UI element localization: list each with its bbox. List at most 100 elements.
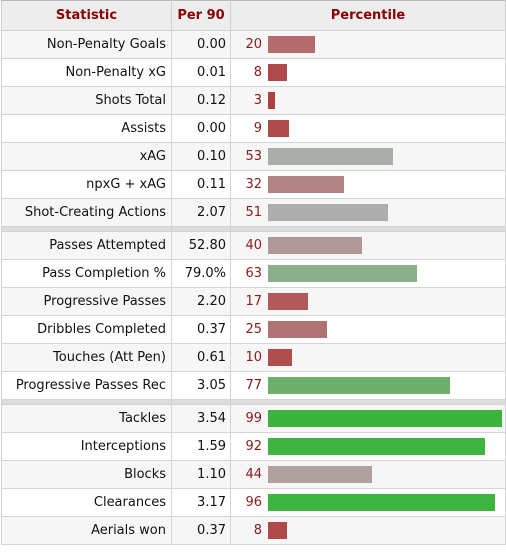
percentile-wrap: 8 (231, 59, 505, 86)
table-row: npxG + xAG 0.11 32 (1, 170, 506, 199)
table-row: Progressive Passes Rec 3.05 77 (1, 371, 506, 400)
per90-value: 3.05 (171, 371, 231, 400)
per90-value: 79.0% (171, 259, 231, 288)
percentile-cell: 8 (230, 516, 506, 545)
percentile-bar (268, 120, 289, 137)
percentile-value: 3 (253, 93, 262, 108)
stat-name: Shots Total (1, 86, 172, 115)
stat-name: Dribbles Completed (1, 315, 172, 344)
stat-name: Aerials won (1, 516, 172, 545)
percentile-cell: 17 (230, 287, 506, 316)
percentile-cell: 10 (230, 343, 506, 372)
stat-name: Interceptions (1, 432, 172, 461)
table-row: Assists 0.00 9 (1, 114, 506, 143)
per90-value: 0.37 (171, 516, 231, 545)
stat-name: Assists (1, 114, 172, 143)
percentile-value: 77 (245, 378, 262, 393)
percentile-bar (268, 64, 287, 81)
percentile-value: 10 (245, 350, 262, 365)
per90-value: 2.20 (171, 287, 231, 316)
stat-name: Shot-Creating Actions (1, 198, 172, 227)
stat-name: Progressive Passes (1, 287, 172, 316)
stat-name: Non-Penalty xG (1, 58, 172, 87)
percentile-cell: 96 (230, 488, 506, 517)
header-row: Statistic Per 90 Percentile (1, 0, 506, 31)
per90-value: 1.59 (171, 432, 231, 461)
stat-name: Clearances (1, 488, 172, 517)
percentile-value: 8 (253, 523, 262, 538)
percentile-wrap: 10 (231, 344, 505, 371)
table-row: Non-Penalty xG 0.01 8 (1, 58, 506, 87)
percentile-bar (268, 204, 388, 221)
table-row: Dribbles Completed 0.37 25 (1, 315, 506, 344)
percentile-cell: 25 (230, 315, 506, 344)
table-row: Touches (Att Pen) 0.61 10 (1, 343, 506, 372)
percentile-bar (268, 237, 362, 254)
per90-value: 0.37 (171, 315, 231, 344)
percentile-bar (268, 494, 495, 511)
percentile-cell: 20 (230, 30, 506, 59)
percentile-value: 99 (245, 411, 262, 426)
percentile-wrap: 96 (231, 489, 505, 516)
percentile-bar (268, 293, 308, 310)
stat-name: Pass Completion % (1, 259, 172, 288)
percentile-wrap: 3 (231, 87, 505, 114)
table-row: xAG 0.10 53 (1, 142, 506, 171)
percentile-wrap: 92 (231, 433, 505, 460)
percentile-value: 53 (245, 149, 262, 164)
percentile-value: 96 (245, 495, 262, 510)
per90-value: 0.61 (171, 343, 231, 372)
stat-name: npxG + xAG (1, 170, 172, 199)
percentile-cell: 40 (230, 231, 506, 260)
percentile-bar (268, 466, 372, 483)
per90-value: 0.11 (171, 170, 231, 199)
percentile-cell: 77 (230, 371, 506, 400)
percentile-cell: 51 (230, 198, 506, 227)
stat-name: Non-Penalty Goals (1, 30, 172, 59)
table-row: Progressive Passes 2.20 17 (1, 287, 506, 316)
stat-name: Tackles (1, 404, 172, 433)
percentile-value: 17 (245, 294, 262, 309)
percentile-value: 9 (253, 121, 262, 136)
percentile-bar (268, 410, 502, 427)
stat-name: Passes Attempted (1, 231, 172, 260)
per90-value: 0.10 (171, 142, 231, 171)
per90-value: 0.00 (171, 114, 231, 143)
per90-value: 0.12 (171, 86, 231, 115)
per90-value: 3.54 (171, 404, 231, 433)
per90-value: 1.10 (171, 460, 231, 489)
percentile-bar (268, 522, 287, 539)
header-percentile[interactable]: Percentile (230, 0, 506, 31)
table-row: Aerials won 0.37 8 (1, 516, 506, 545)
per90-value: 3.17 (171, 488, 231, 517)
percentile-wrap: 44 (231, 461, 505, 488)
percentile-value: 51 (245, 205, 262, 220)
percentile-wrap: 63 (231, 260, 505, 287)
table-row: Interceptions 1.59 92 (1, 432, 506, 461)
percentile-cell: 63 (230, 259, 506, 288)
percentile-value: 44 (245, 467, 262, 482)
header-per90[interactable]: Per 90 (171, 0, 231, 31)
stat-name: Touches (Att Pen) (1, 343, 172, 372)
percentile-bar (268, 265, 417, 282)
percentile-wrap: 25 (231, 316, 505, 343)
per90-value: 2.07 (171, 198, 231, 227)
percentile-bar (268, 349, 292, 366)
table-row: Pass Completion % 79.0% 63 (1, 259, 506, 288)
percentile-value: 40 (245, 238, 262, 253)
percentile-bar (268, 36, 315, 53)
percentile-cell: 9 (230, 114, 506, 143)
percentile-wrap: 8 (231, 517, 505, 544)
percentile-value: 20 (245, 37, 262, 52)
header-statistic[interactable]: Statistic (1, 0, 172, 31)
percentile-value: 8 (253, 65, 262, 80)
table-row: Clearances 3.17 96 (1, 488, 506, 517)
percentile-wrap: 17 (231, 288, 505, 315)
percentile-cell: 44 (230, 460, 506, 489)
percentile-wrap: 32 (231, 171, 505, 198)
table-row: Shot-Creating Actions 2.07 51 (1, 198, 506, 227)
percentile-cell: 8 (230, 58, 506, 87)
percentile-wrap: 99 (231, 405, 505, 432)
percentile-wrap: 9 (231, 115, 505, 142)
